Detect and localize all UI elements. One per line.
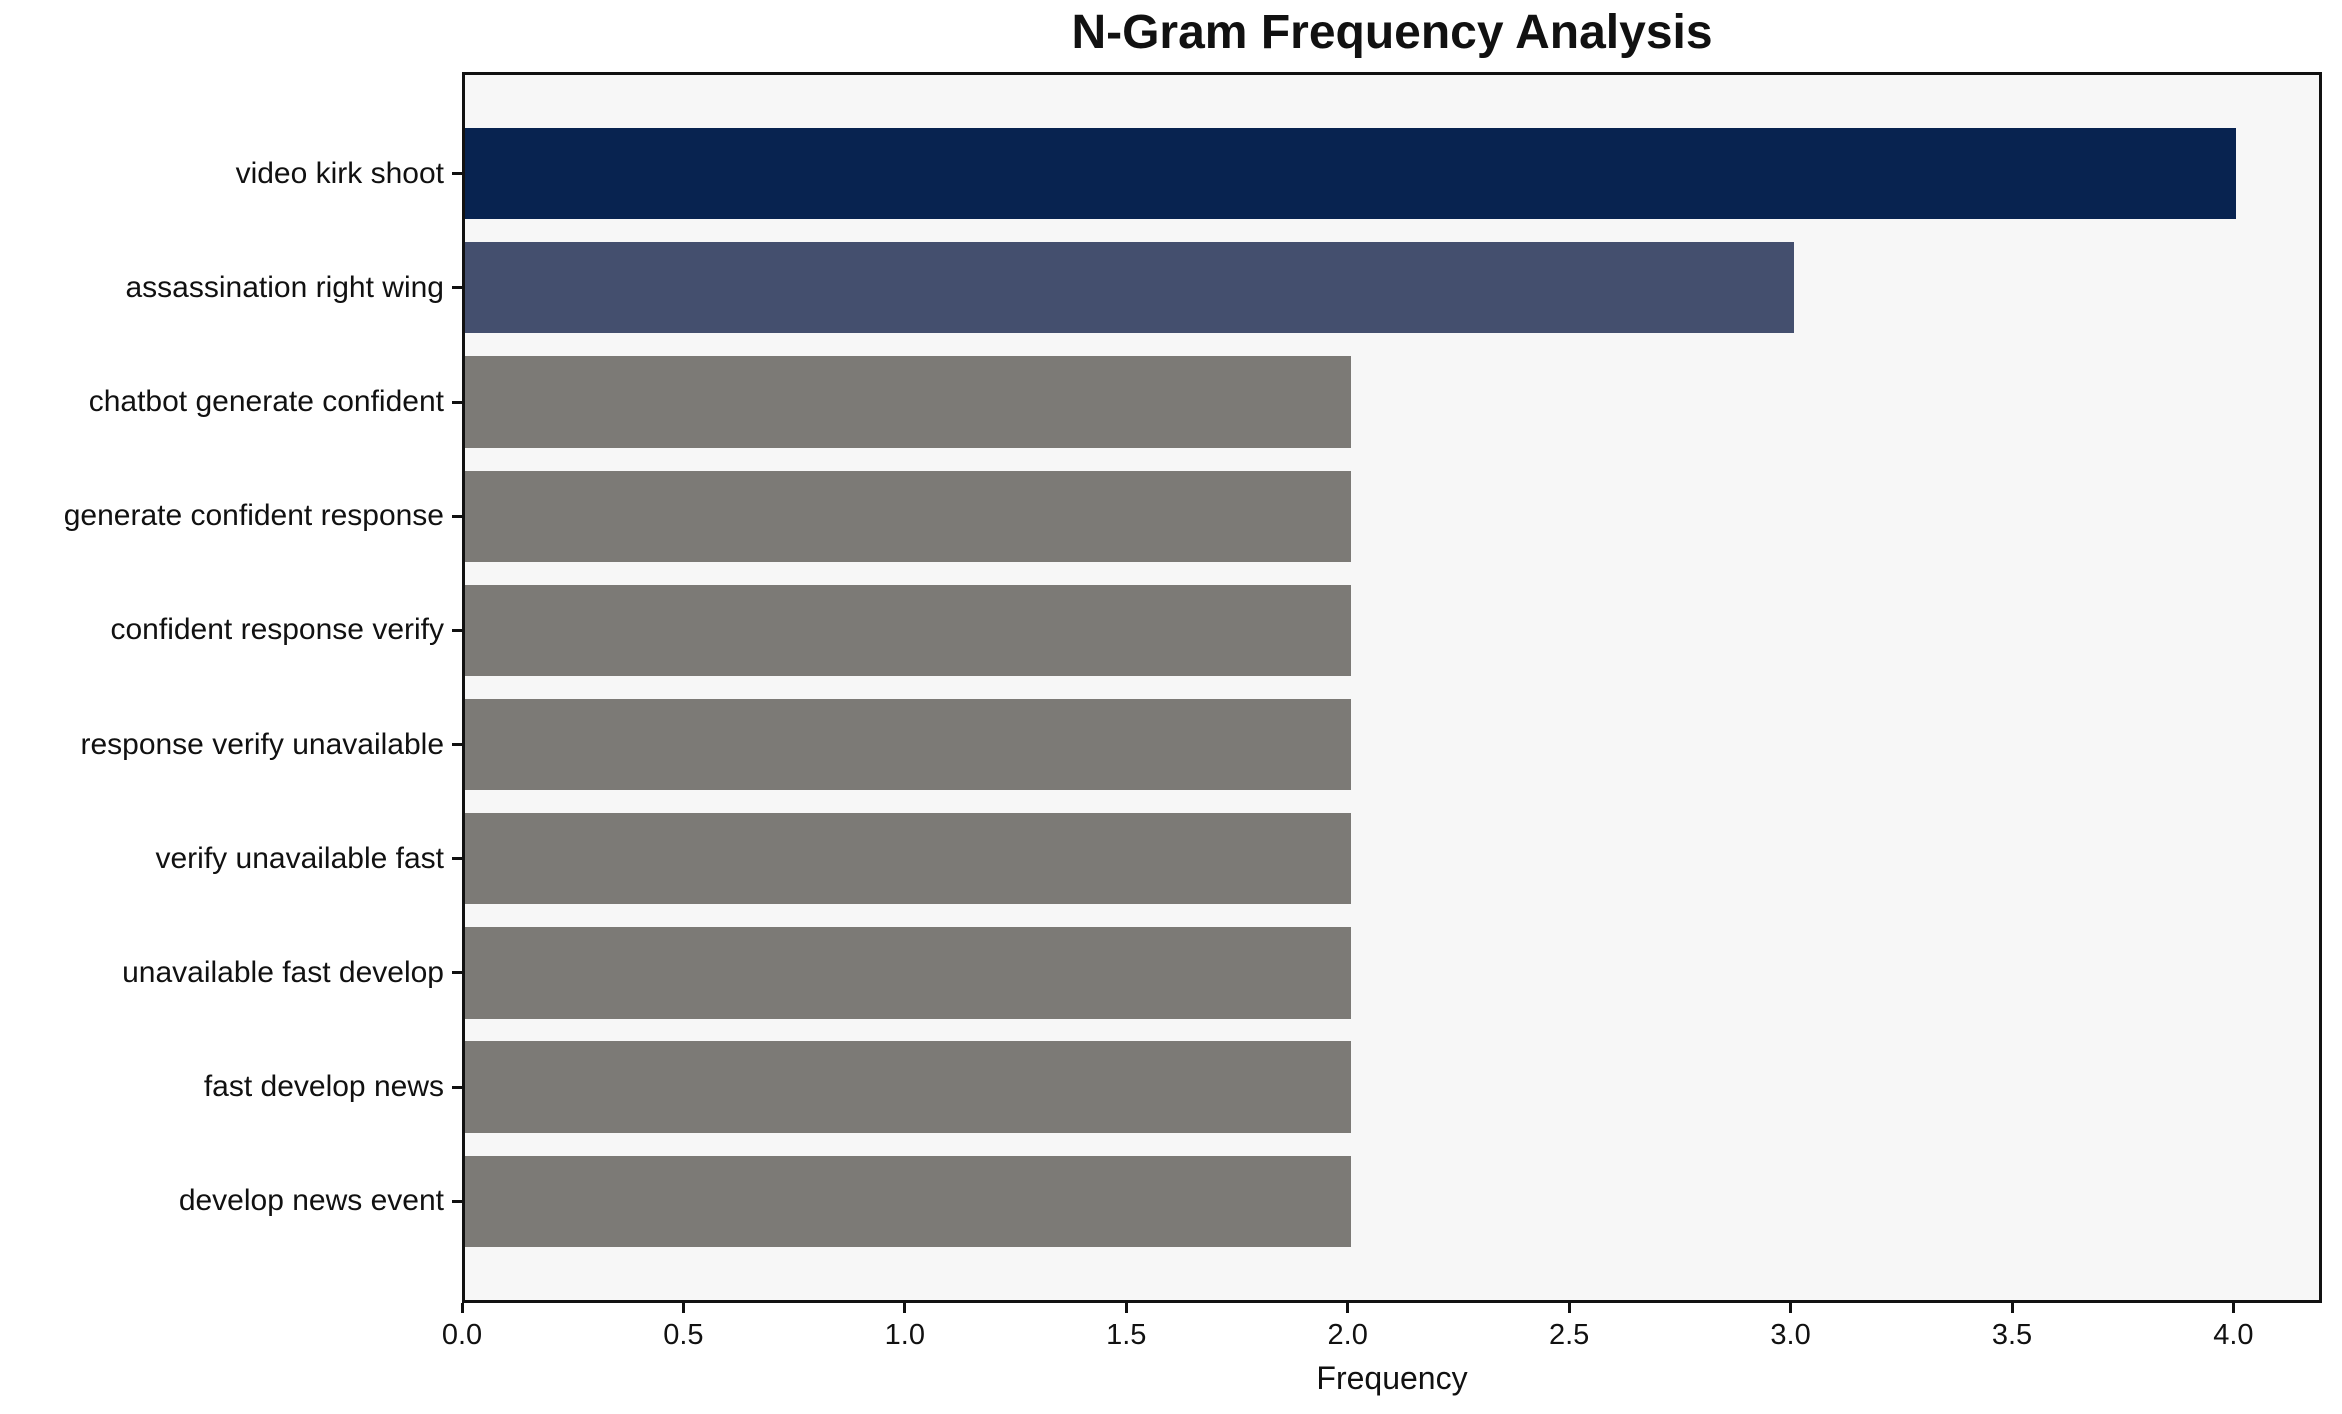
x-tick-mark xyxy=(1567,1303,1571,1313)
x-tick-mark xyxy=(681,1303,685,1313)
bar xyxy=(465,1041,1351,1133)
bar xyxy=(465,584,1351,677)
plot-area xyxy=(462,72,2322,1303)
bar xyxy=(465,356,1351,448)
x-tick-mark xyxy=(2231,1303,2235,1313)
x-tick-label: 2.0 xyxy=(1327,1319,1368,1351)
bar xyxy=(465,242,1794,334)
y-tick-label: develop news event xyxy=(178,1184,444,1218)
y-tick-label: confident response verify xyxy=(110,613,444,647)
x-tick-label: 0.5 xyxy=(663,1319,704,1351)
x-tick-mark xyxy=(1124,1303,1128,1313)
chart-title: N-Gram Frequency Analysis xyxy=(1071,6,1713,59)
y-tick-label: unavailable fast develop xyxy=(122,955,444,989)
x-axis-label: Frequency xyxy=(1316,1360,1468,1396)
y-tick-label: generate confident response xyxy=(63,499,444,533)
x-tick-mark xyxy=(2010,1303,2014,1313)
x-tick-mark xyxy=(1346,1303,1350,1313)
bar xyxy=(465,927,1351,1019)
x-tick-mark xyxy=(903,1303,907,1313)
y-tick-mark xyxy=(452,971,462,975)
y-tick-mark xyxy=(452,628,462,632)
x-tick-label: 1.0 xyxy=(884,1319,925,1351)
x-tick-label: 0.0 xyxy=(441,1319,483,1351)
y-tick-label: video kirk shoot xyxy=(235,156,444,190)
x-tick-mark xyxy=(460,1303,464,1313)
y-tick-mark xyxy=(452,172,462,176)
y-tick-label: fast develop news xyxy=(203,1070,444,1104)
x-tick-label: 4.0 xyxy=(2213,1319,2254,1351)
y-tick-mark xyxy=(452,1199,462,1203)
y-tick-label: chatbot generate confident xyxy=(88,385,444,419)
x-tick-label: 2.5 xyxy=(1548,1319,1590,1351)
y-tick-mark xyxy=(452,286,462,290)
x-tick-label: 1.5 xyxy=(1106,1319,1147,1351)
bar xyxy=(465,1155,1351,1248)
x-tick-label: 3.0 xyxy=(1770,1319,1811,1351)
y-tick-label: response verify unavailable xyxy=(80,727,444,761)
y-tick-mark xyxy=(452,857,462,861)
x-tick-label: 3.5 xyxy=(1991,1319,2033,1351)
bar xyxy=(465,127,2237,220)
y-tick-mark xyxy=(452,1085,462,1089)
bar xyxy=(465,470,1351,562)
y-tick-mark xyxy=(452,400,462,404)
y-tick-mark xyxy=(452,514,462,518)
bar xyxy=(465,813,1351,905)
x-tick-mark xyxy=(1789,1303,1793,1313)
y-tick-label: verify unavailable fast xyxy=(155,841,445,875)
y-tick-mark xyxy=(452,743,462,747)
bar xyxy=(465,698,1351,791)
y-tick-label: assassination right wing xyxy=(125,270,444,304)
